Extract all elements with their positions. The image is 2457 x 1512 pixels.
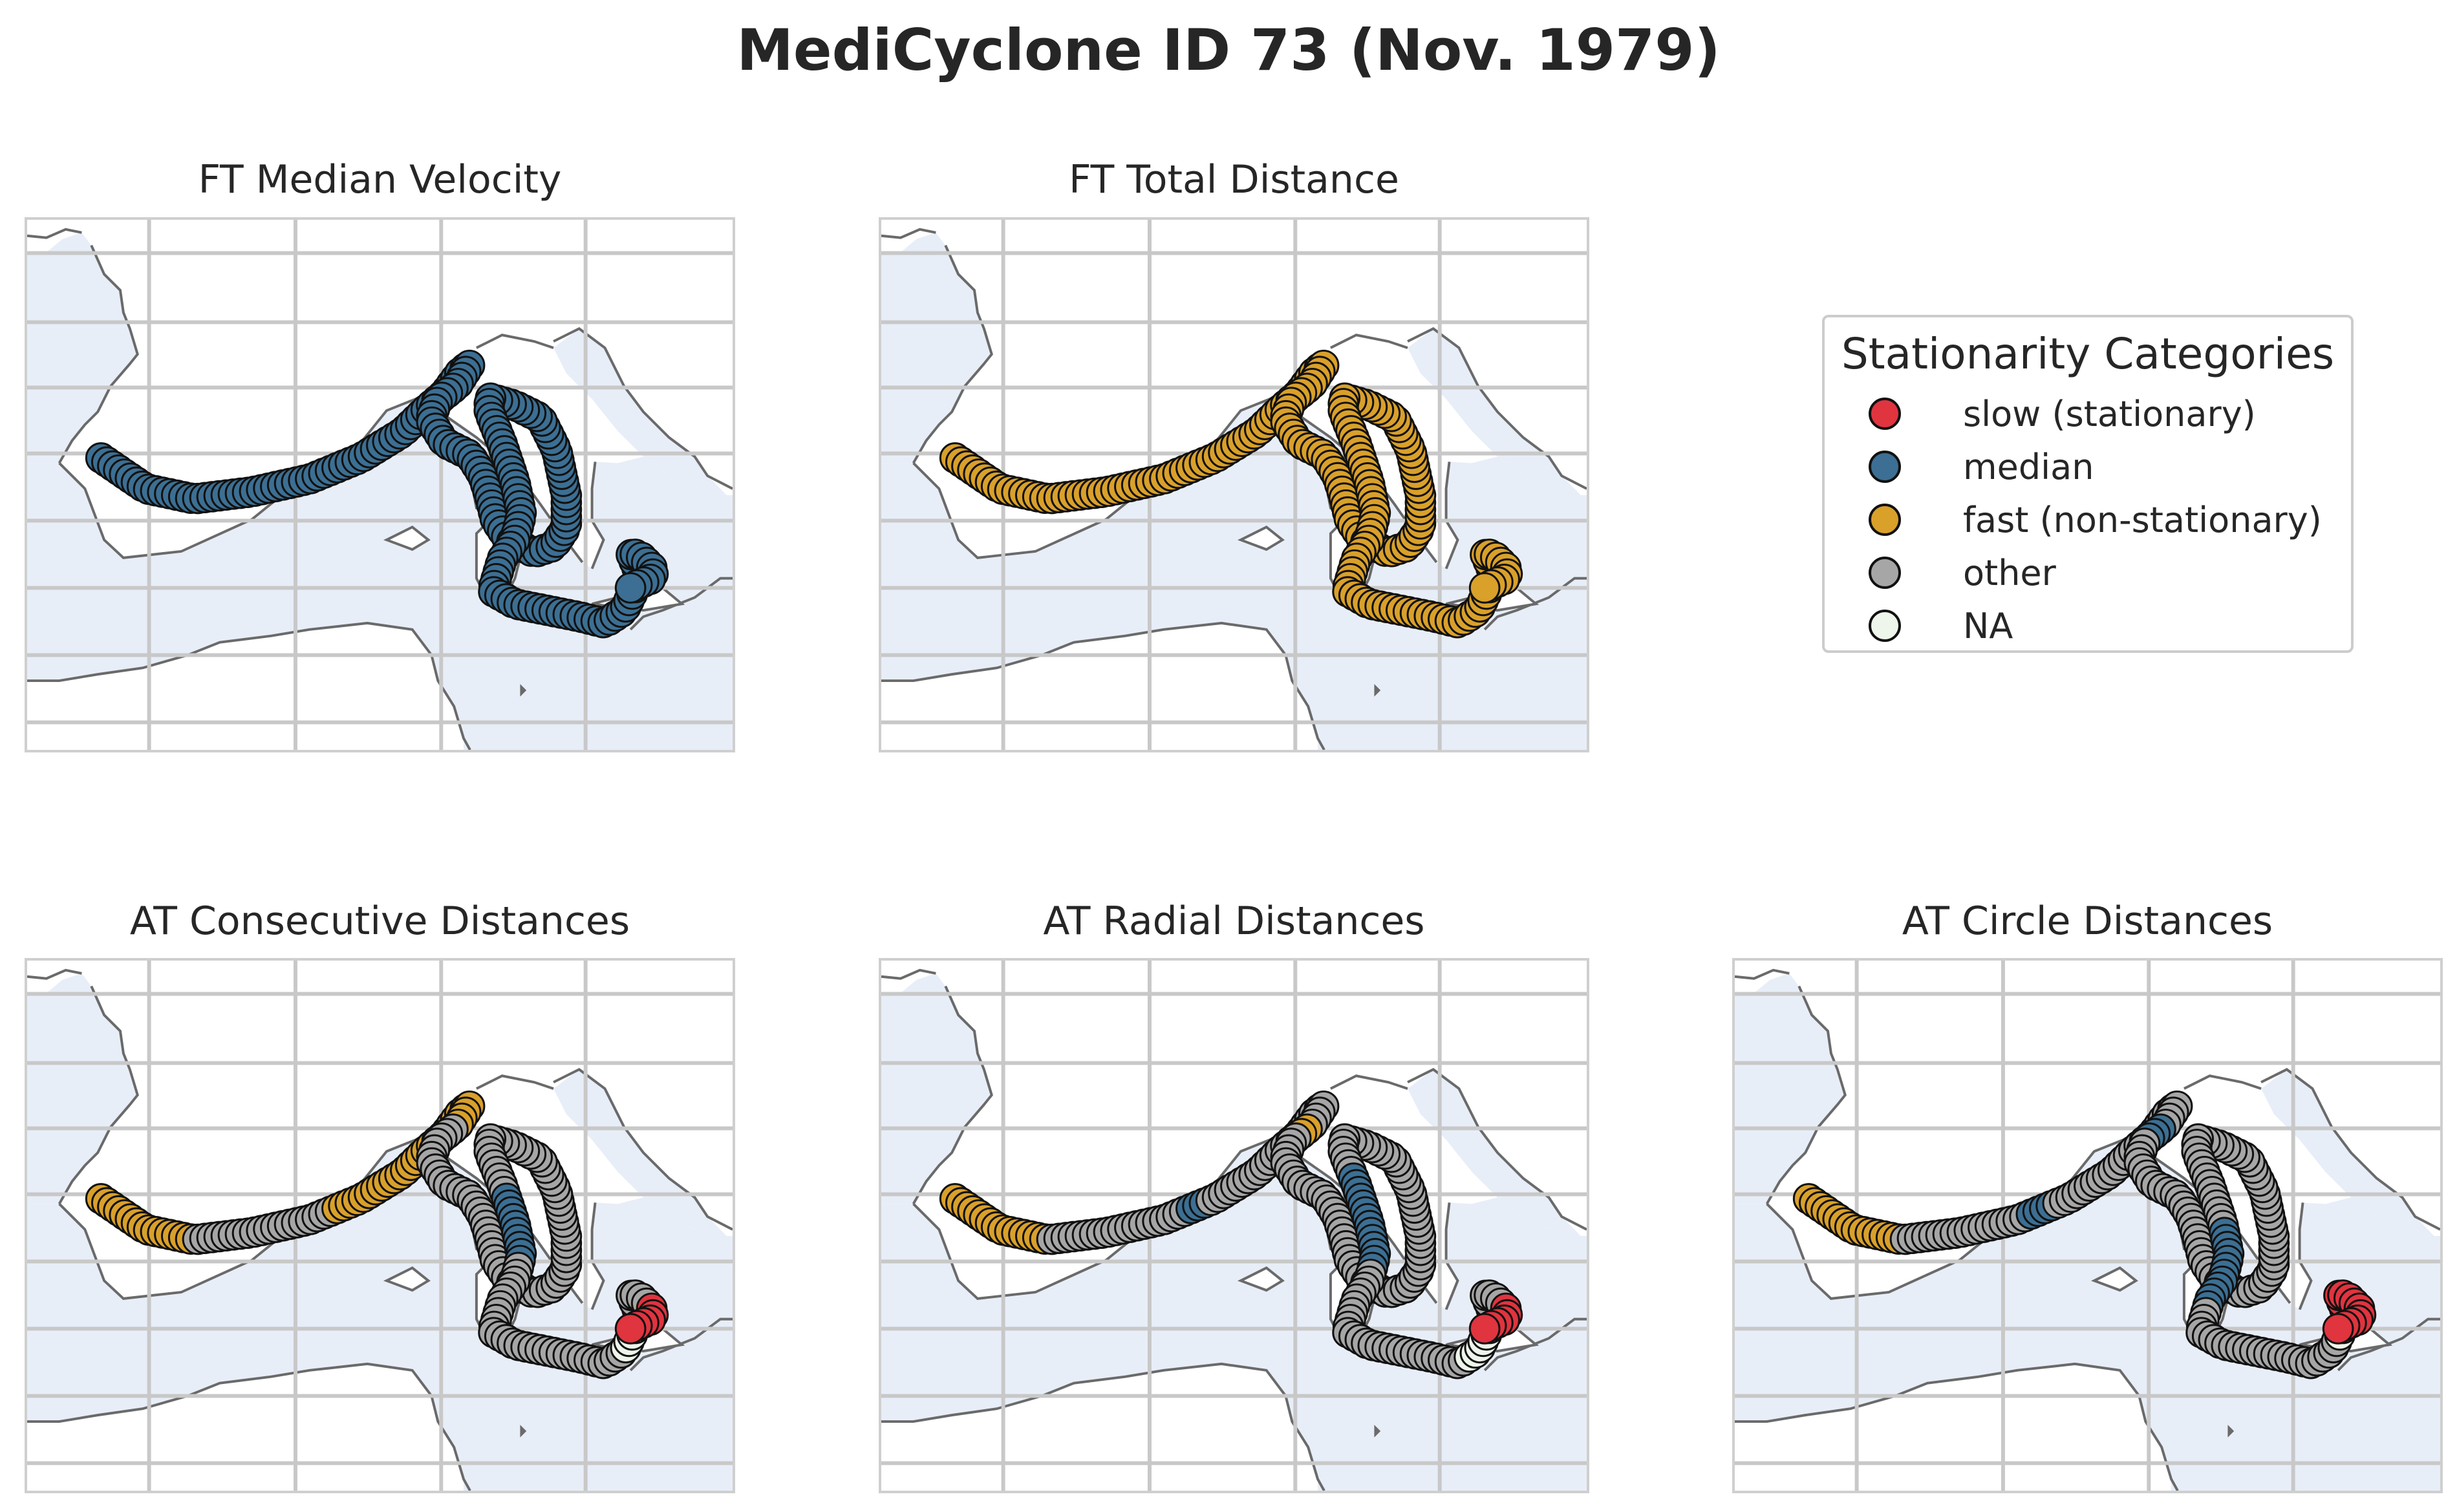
sea-area [553, 1069, 708, 1230]
legend-marker [1869, 504, 1901, 536]
coastline [58, 985, 139, 1205]
sea-area [1472, 1235, 1587, 1491]
panel-title: FT Total Distance [1069, 157, 1399, 202]
panel-title: AT Radial Distances [1043, 899, 1425, 944]
coastline [58, 244, 139, 464]
coastline [476, 1074, 554, 1090]
island [383, 1266, 431, 1292]
sea-area [553, 328, 708, 489]
sea-area [1408, 1069, 1562, 1230]
island [1374, 1425, 1381, 1438]
map-panel [1732, 958, 2443, 1493]
coastline [553, 327, 733, 490]
legend-label: fast (non-stationary) [1963, 500, 2322, 540]
sea-area [1735, 973, 1845, 1204]
coastline [2183, 1074, 2262, 1090]
island [520, 684, 527, 697]
sea-area [881, 1138, 1587, 1491]
track-point-median [614, 572, 647, 604]
sea-area [881, 973, 992, 1204]
legend-marker [1869, 557, 1901, 589]
panel-title: AT Consecutive Distances [129, 899, 630, 944]
coastline [553, 1068, 733, 1231]
sea-area [27, 1138, 733, 1491]
panel-title: AT Circle Distances [1902, 899, 2273, 944]
track-map [881, 220, 1587, 750]
track-point-fast [1468, 572, 1501, 604]
sea-area [27, 973, 138, 1204]
map-panel [879, 958, 1589, 1493]
legend: Stationarity Categories slow (stationary… [1822, 315, 2354, 653]
figure-title: MediCyclone ID 73 (Nov. 1979) [736, 17, 1721, 83]
coastline [1765, 985, 1847, 1205]
sea-area [617, 1235, 733, 1491]
legend-label: median [1963, 447, 2094, 487]
sea-area [1472, 495, 1587, 750]
island [2090, 1266, 2138, 1292]
sea-area [1735, 1138, 2440, 1491]
coastline [1407, 327, 1587, 490]
coastline [912, 244, 993, 464]
coastline [1735, 1362, 2179, 1491]
coastline [27, 228, 82, 239]
track-map [27, 961, 733, 1491]
map-panel [25, 217, 735, 752]
track-point-slow [1468, 1313, 1501, 1345]
island [520, 1425, 527, 1438]
island [1374, 684, 1381, 697]
coastline [1735, 968, 1790, 980]
track-map [27, 220, 733, 750]
coastline [1330, 1074, 1408, 1090]
legend-marker [1869, 610, 1901, 642]
coastline [912, 985, 993, 1205]
track-map [1735, 961, 2440, 1491]
island [1237, 1266, 1285, 1292]
legend-label: NA [1963, 606, 2013, 646]
coastline [2260, 1068, 2440, 1231]
sea-area [881, 398, 1587, 750]
map-panel [879, 217, 1589, 752]
sea-area [1408, 328, 1562, 489]
sea-area [617, 495, 733, 750]
island [383, 526, 431, 551]
coastline [881, 621, 1325, 750]
coastline [1330, 334, 1408, 349]
coastline [27, 968, 82, 980]
track-point-slow [614, 1313, 647, 1345]
coastline [881, 968, 936, 980]
legend-marker [1869, 398, 1901, 430]
sea-area [881, 232, 992, 463]
sea-area [27, 398, 733, 750]
island [1237, 526, 1285, 551]
coastline [27, 621, 471, 750]
coastline [1407, 1068, 1587, 1231]
track-map [881, 961, 1587, 1491]
sea-area [2261, 1069, 2416, 1230]
coastline [27, 1362, 471, 1491]
sea-area [27, 232, 138, 463]
legend-marker [1869, 451, 1901, 483]
coastline [881, 228, 936, 239]
legend-label: other [1963, 553, 2056, 593]
track-point-slow [2322, 1313, 2354, 1345]
sea-area [2325, 1235, 2440, 1491]
coastline [881, 1362, 1325, 1491]
map-panel [25, 958, 735, 1493]
island [2227, 1425, 2235, 1438]
coastline [476, 334, 554, 349]
legend-title: Stationarity Categories [1841, 329, 2335, 379]
legend-label: slow (stationary) [1963, 394, 2256, 434]
panel-title: FT Median Velocity [198, 157, 562, 202]
